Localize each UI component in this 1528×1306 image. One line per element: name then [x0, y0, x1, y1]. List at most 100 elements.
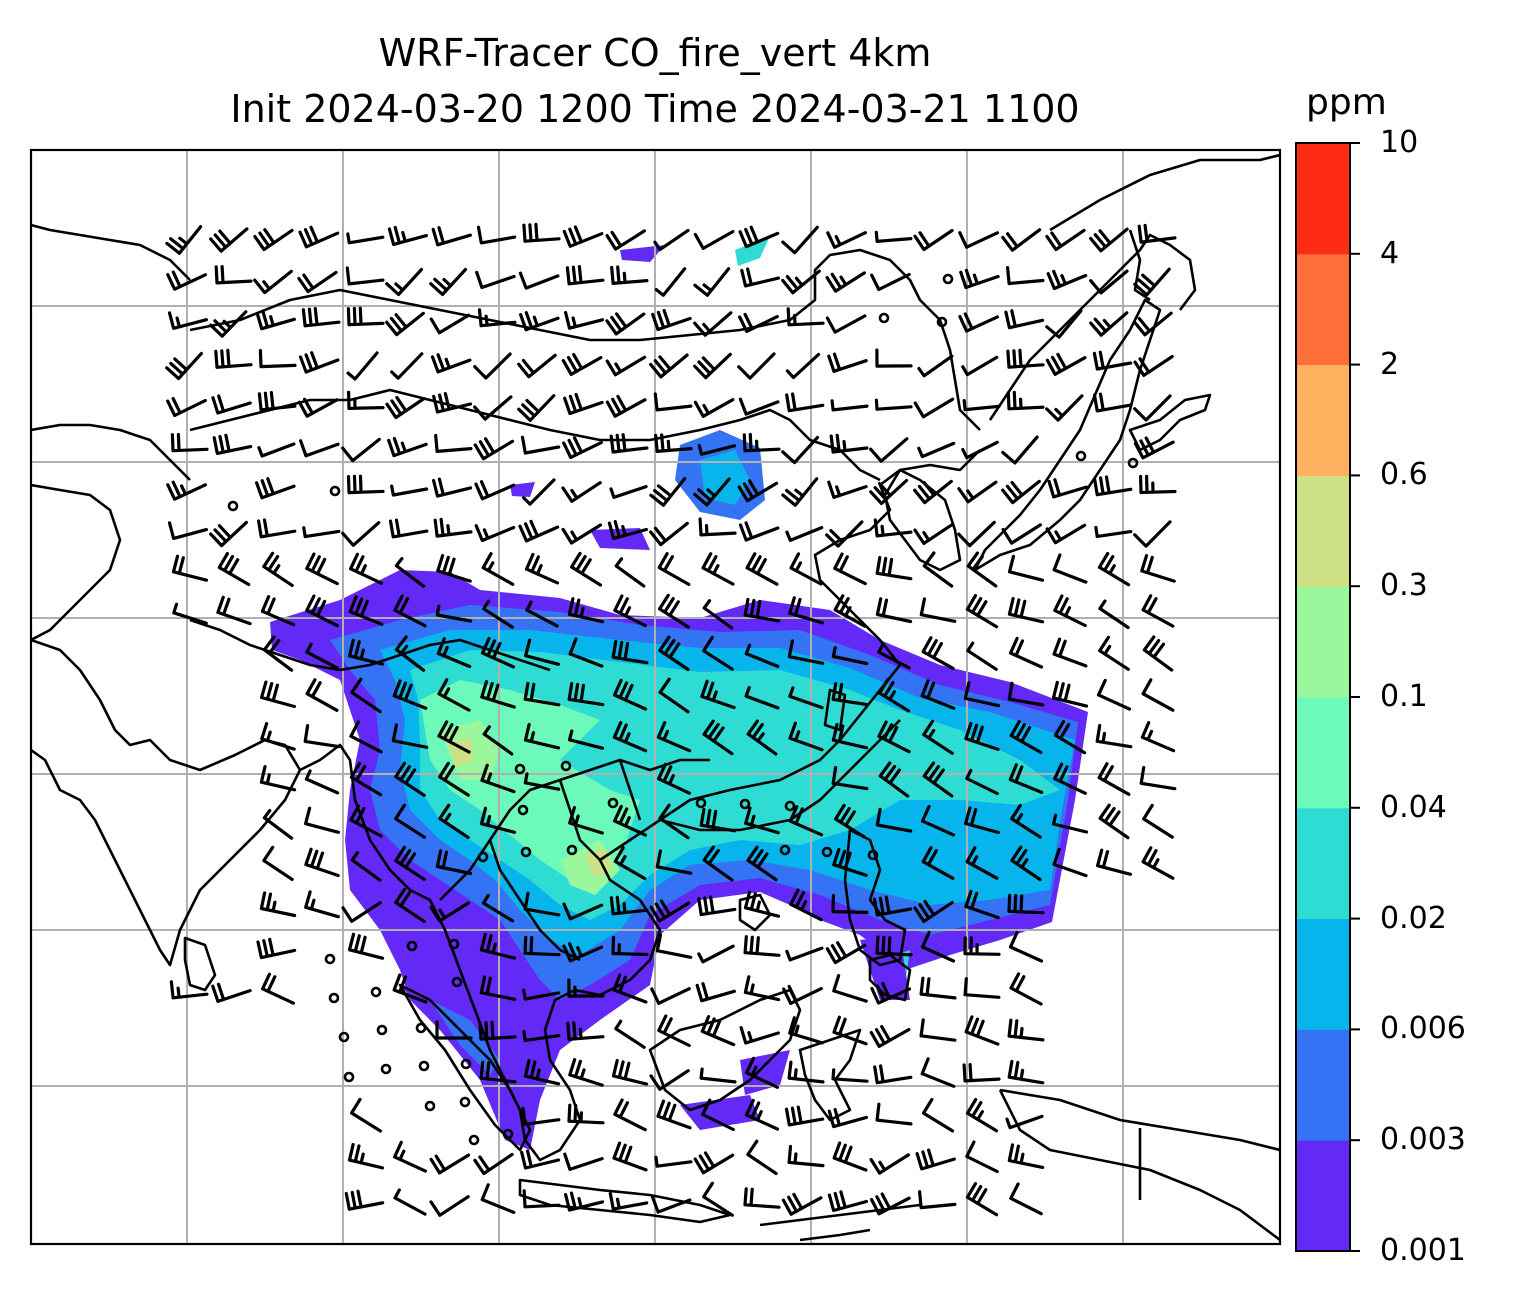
wind-barb [567, 597, 605, 624]
wind-barb [877, 677, 911, 713]
wind-barb [693, 311, 733, 337]
wind-barb [920, 1057, 956, 1088]
wind-barb [875, 807, 913, 833]
wind-barb [697, 443, 737, 456]
wind-barb [1046, 269, 1088, 291]
wind-barb [259, 891, 297, 918]
chart-title-line-1: WRF-Tracer CO_fire_vert 4km [378, 31, 932, 75]
wind-barb [605, 312, 646, 336]
wind-barb [260, 722, 296, 751]
wind-barb [523, 681, 561, 707]
wind-barb [1053, 594, 1087, 628]
wind-barb [259, 765, 297, 792]
wind-barb [966, 641, 998, 671]
wind-barb [787, 639, 825, 665]
wind-barb [878, 761, 910, 798]
wind-barb [521, 1106, 561, 1126]
wind-barb [1089, 227, 1129, 253]
wind-barb [394, 761, 426, 797]
wind-barb [913, 397, 955, 419]
wind-barb [739, 1026, 780, 1045]
wind-barb [517, 394, 556, 422]
colorbar-tick-label: 2 [1380, 346, 1400, 382]
wind-barb [438, 803, 470, 839]
wind-barb [393, 1140, 427, 1173]
wind-barb [609, 895, 649, 916]
wind-barb [434, 433, 473, 453]
wind-barb [170, 432, 209, 453]
wind-barb [1097, 762, 1131, 796]
wind-barb [957, 480, 998, 504]
wind-barb [1001, 479, 1041, 505]
colorbar-tick-label: 0.04 [1380, 789, 1447, 825]
wind-barb [611, 639, 649, 665]
wind-barb [831, 894, 869, 914]
wind-barb [562, 225, 604, 248]
wind-barb [518, 519, 560, 543]
wind-barb [1001, 228, 1042, 252]
wind-barb [304, 847, 340, 878]
russia-east-coast [988, 153, 1280, 421]
wind-barb [964, 889, 1000, 920]
wind-barb [613, 594, 647, 628]
wind-barb [825, 941, 867, 965]
wind-barb [787, 1144, 825, 1168]
wind-barb [613, 804, 647, 837]
wind-barb [568, 806, 604, 835]
wind-barb [1139, 765, 1177, 791]
wind-barb [655, 933, 693, 959]
wind-barb [1095, 723, 1133, 749]
sumatra [398, 983, 532, 1152]
wind-barb [1007, 1143, 1045, 1169]
wind-barb [785, 352, 821, 380]
wind-barb [877, 642, 911, 670]
calm-wind-circle [329, 485, 341, 497]
calm-wind-circle [1075, 450, 1087, 462]
wind-barb [253, 228, 294, 252]
wind-barb [519, 311, 560, 332]
wind-barb [1007, 554, 1045, 582]
wind-barb [831, 646, 869, 666]
wind-barb [561, 353, 603, 376]
wind-barb [744, 1098, 780, 1131]
calm-wind-circle [477, 851, 489, 863]
wind-barb [385, 267, 424, 297]
wind-barb [394, 635, 426, 672]
wind-barb [564, 311, 605, 330]
wind-barb [211, 394, 252, 415]
wind-barb [610, 265, 649, 285]
wind-barb [302, 526, 341, 539]
wind-barb [744, 643, 780, 668]
wind-barb [1097, 551, 1131, 587]
wind-barb [920, 804, 956, 837]
wind-barb [788, 805, 824, 837]
wind-barb [1092, 392, 1133, 413]
new-guinea [998, 1088, 1280, 1242]
wind-barb [341, 901, 382, 923]
wind-barb [784, 1105, 825, 1127]
colorbar-bin [1296, 253, 1350, 366]
co-tracer-plume [270, 236, 1088, 1150]
wind-barb [517, 353, 557, 379]
plume-patch [680, 1095, 760, 1130]
wind-barb [702, 635, 734, 671]
wind-barb [650, 987, 691, 1005]
wind-barb [347, 932, 385, 960]
wind-barb [345, 266, 385, 286]
wind-barb [827, 1108, 868, 1129]
wind-barb [782, 984, 823, 1005]
wind-barb [781, 435, 820, 465]
wind-barb [167, 521, 208, 540]
wind-barb [387, 225, 428, 246]
wind-barb [1045, 523, 1087, 545]
wind-barb [563, 392, 604, 416]
wind-barb [209, 310, 248, 338]
wind-barb [922, 761, 954, 798]
wind-barb [385, 395, 426, 420]
wind-barb [919, 1018, 957, 1042]
wind-barb [1006, 390, 1045, 411]
wind-barb [649, 477, 687, 507]
colorbar-bin [1296, 586, 1350, 698]
wind-barb [166, 270, 207, 291]
colorbar-tick-label: 0.001 [1380, 1233, 1466, 1268]
